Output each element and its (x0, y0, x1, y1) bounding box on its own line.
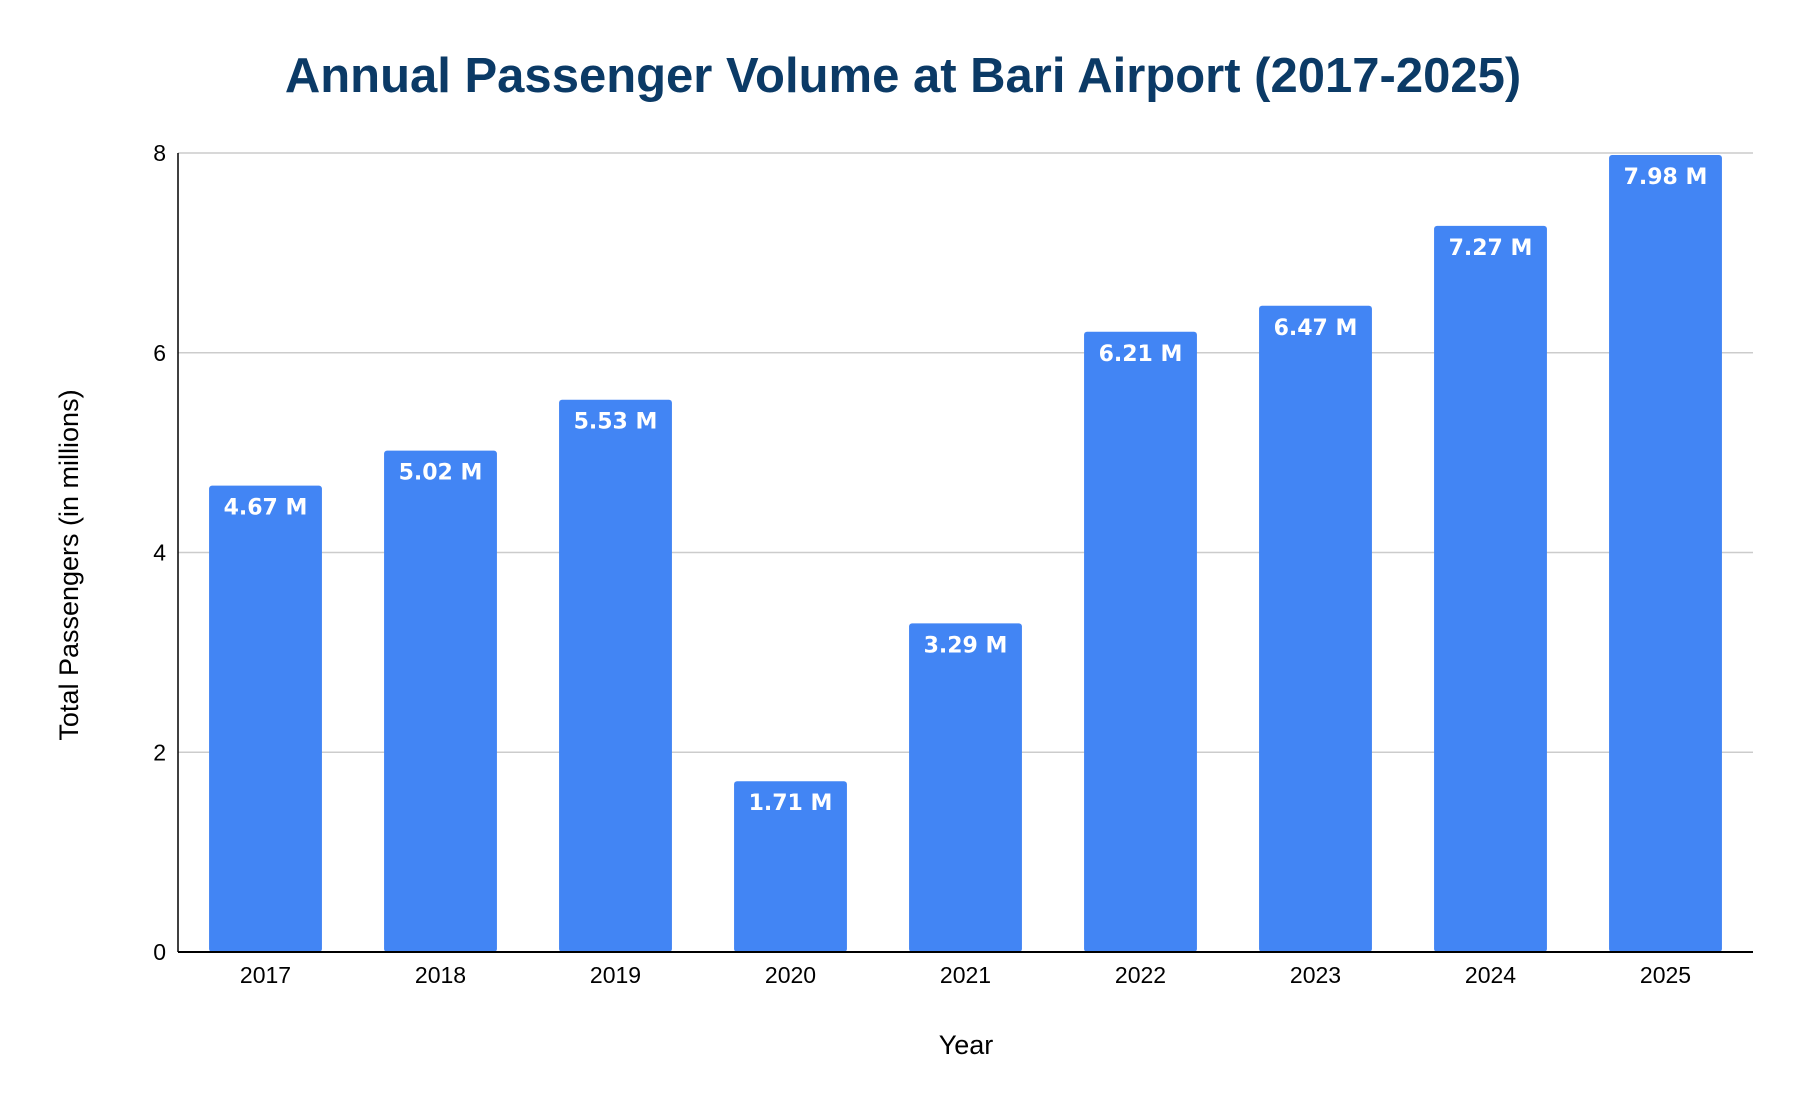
bar-2020 (734, 781, 847, 952)
data-label-2025: 7.98 M (1624, 165, 1708, 190)
bar-2021 (909, 623, 1022, 952)
data-label-2017: 4.67 M (224, 496, 308, 521)
y-tick-label: 0 (153, 939, 166, 965)
x-tick-label-2020: 2020 (765, 962, 816, 988)
y-tick-label: 4 (153, 540, 166, 566)
bar-2022 (1084, 331, 1197, 952)
data-labels: 4.67 M 5.02 M 5.53 M 1.71 M 3.29 M 6.21 M 6.47… (224, 165, 1708, 816)
bar-2017 (209, 485, 322, 952)
bars (209, 154, 1722, 953)
x-tick-label-2022: 2022 (1115, 962, 1166, 988)
y-tick-label: 2 (153, 739, 166, 765)
data-label-2022: 6.21 M (1099, 342, 1183, 367)
data-label-2019: 5.53 M (574, 410, 658, 435)
y-axis-title: Total Passengers (in millions) (54, 389, 84, 740)
x-tick-label-2017: 2017 (240, 962, 291, 988)
x-tick-label-2025: 2025 (1640, 962, 1691, 988)
x-tick-label-2024: 2024 (1465, 962, 1516, 988)
x-tick-label-2023: 2023 (1290, 962, 1341, 988)
x-tick-label-2021: 2021 (940, 962, 991, 988)
data-label-2021: 3.29 M (924, 633, 1008, 658)
bar-2024 (1434, 225, 1547, 952)
bar-2018 (384, 450, 497, 952)
x-tick-label-2018: 2018 (415, 962, 466, 988)
data-label-2018: 5.02 M (399, 461, 483, 486)
bar-2023 (1259, 305, 1372, 953)
chart-title: Annual Passenger Volume at Bari Airport … (285, 49, 1521, 103)
data-label-2024: 7.27 M (1449, 236, 1533, 261)
data-label-2023: 6.47 M (1274, 316, 1358, 341)
y-tick-label: 8 (153, 140, 166, 166)
axes: 0 2 4 6 8 2017 2018 2019 2020 2021 2022 2023 2024 202… (153, 140, 1753, 988)
bar-2025 (1609, 154, 1722, 952)
data-label-2020: 1.71 M (749, 791, 833, 816)
x-axis-title: Year (939, 1030, 994, 1060)
x-tick-label-2019: 2019 (590, 962, 641, 988)
y-tick-label: 6 (153, 340, 166, 366)
bar-2019 (559, 399, 672, 952)
